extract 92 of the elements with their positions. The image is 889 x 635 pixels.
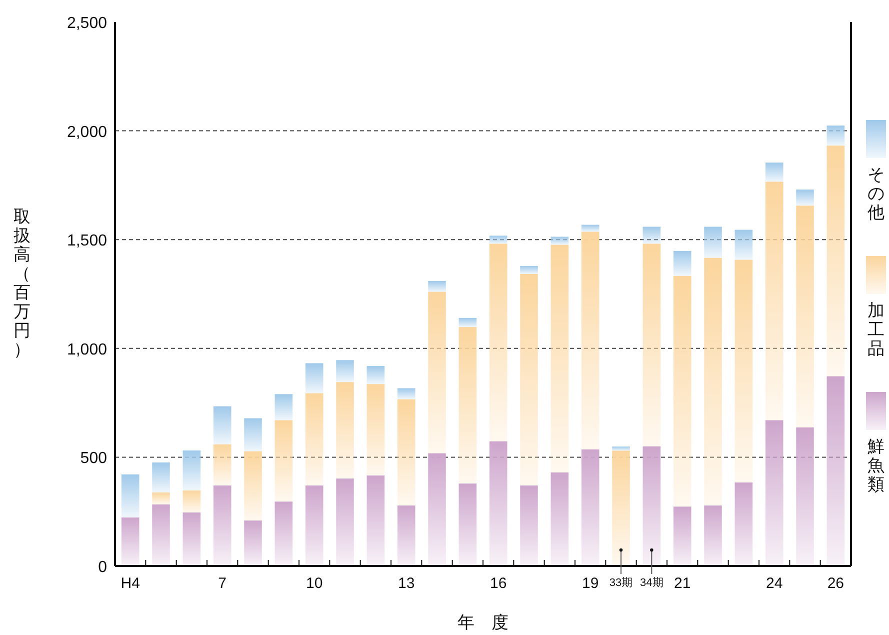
x-tick-label: 19: [582, 575, 599, 592]
bar: [796, 190, 814, 206]
bar: [673, 250, 692, 276]
bar: [152, 492, 170, 504]
bar: [581, 224, 600, 232]
bar: [642, 226, 661, 244]
legend-label: その他: [868, 165, 884, 222]
bar: [336, 382, 354, 479]
y-tick-label: 0: [98, 559, 108, 576]
bar: [336, 360, 354, 382]
bar: [458, 318, 477, 328]
bar: [673, 506, 692, 566]
bar: [734, 260, 753, 482]
x-tick-label: 34期: [640, 577, 664, 589]
bar: [765, 420, 784, 566]
bar: [182, 512, 201, 566]
bar: [428, 280, 446, 292]
bar: [734, 230, 753, 260]
bar: [305, 485, 324, 566]
bar: [305, 363, 324, 394]
x-tick-label: 21: [674, 575, 691, 592]
bar: [458, 484, 477, 566]
legend-label: 鮮魚類: [868, 437, 884, 494]
bar: [581, 232, 600, 450]
bar: [244, 418, 262, 452]
bar: [673, 276, 692, 507]
x-tick-label: 7: [218, 575, 227, 592]
x-axis-title: 年 度: [458, 613, 508, 632]
x-tick-label: 16: [490, 575, 507, 592]
x-tick-label: H4: [120, 575, 140, 592]
bar: [397, 399, 416, 506]
bar: [274, 420, 293, 502]
bar: [550, 236, 569, 245]
bar: [550, 472, 569, 566]
bar: [213, 406, 232, 444]
x-tick-label: 33期: [609, 577, 633, 589]
bar: [489, 441, 508, 566]
bar: [826, 146, 845, 376]
bar: [642, 244, 661, 446]
bar: [612, 450, 630, 566]
bar: [489, 244, 508, 442]
y-axis-title: 取扱高（百万円）: [14, 207, 30, 359]
bar: [121, 517, 140, 566]
bar: [520, 485, 538, 566]
bar: [704, 258, 722, 506]
x-tick-label: 13: [398, 575, 415, 592]
bar: [213, 485, 232, 566]
x-tick-label: 24: [766, 575, 783, 592]
bar: [734, 482, 753, 566]
y-tick-label: 500: [80, 450, 108, 468]
bar: [796, 206, 814, 428]
x-tick-label: 26: [827, 575, 844, 592]
bar: [152, 504, 170, 566]
bar: [428, 453, 446, 566]
bar: [366, 475, 385, 566]
bar: [489, 236, 508, 244]
bar: [520, 266, 538, 274]
bar: [458, 327, 477, 484]
bar: [428, 292, 446, 454]
y-tick-label: 2,500: [66, 15, 108, 32]
bar: [550, 244, 569, 472]
bar: [704, 226, 722, 258]
bar: [305, 393, 324, 486]
bar: [397, 506, 416, 566]
bar: [520, 274, 538, 486]
bar: [366, 366, 385, 384]
bar: [796, 427, 814, 566]
bar: [244, 451, 262, 521]
bar: [366, 384, 385, 476]
bar: [274, 394, 293, 420]
bar: [612, 446, 630, 451]
bar: [581, 449, 600, 566]
bar: [397, 388, 416, 400]
bar: [244, 520, 262, 566]
bar: [336, 478, 354, 566]
bar: [826, 376, 845, 566]
x-tick-label: 10: [306, 575, 323, 592]
bar: [765, 162, 784, 182]
bar: [121, 474, 140, 518]
y-tick-label: 2,000: [66, 124, 108, 141]
bar: [704, 506, 722, 566]
legend-label: 加工品: [868, 301, 884, 358]
bar: [274, 502, 293, 566]
bar: [152, 462, 170, 492]
y-tick-label: 1,500: [66, 232, 108, 250]
bar: [826, 126, 845, 146]
bar: [182, 450, 201, 490]
bar: [765, 182, 784, 420]
bar: [213, 444, 232, 486]
bar: [182, 490, 201, 512]
y-tick-label: 1,000: [66, 341, 108, 358]
bar: [642, 446, 661, 566]
